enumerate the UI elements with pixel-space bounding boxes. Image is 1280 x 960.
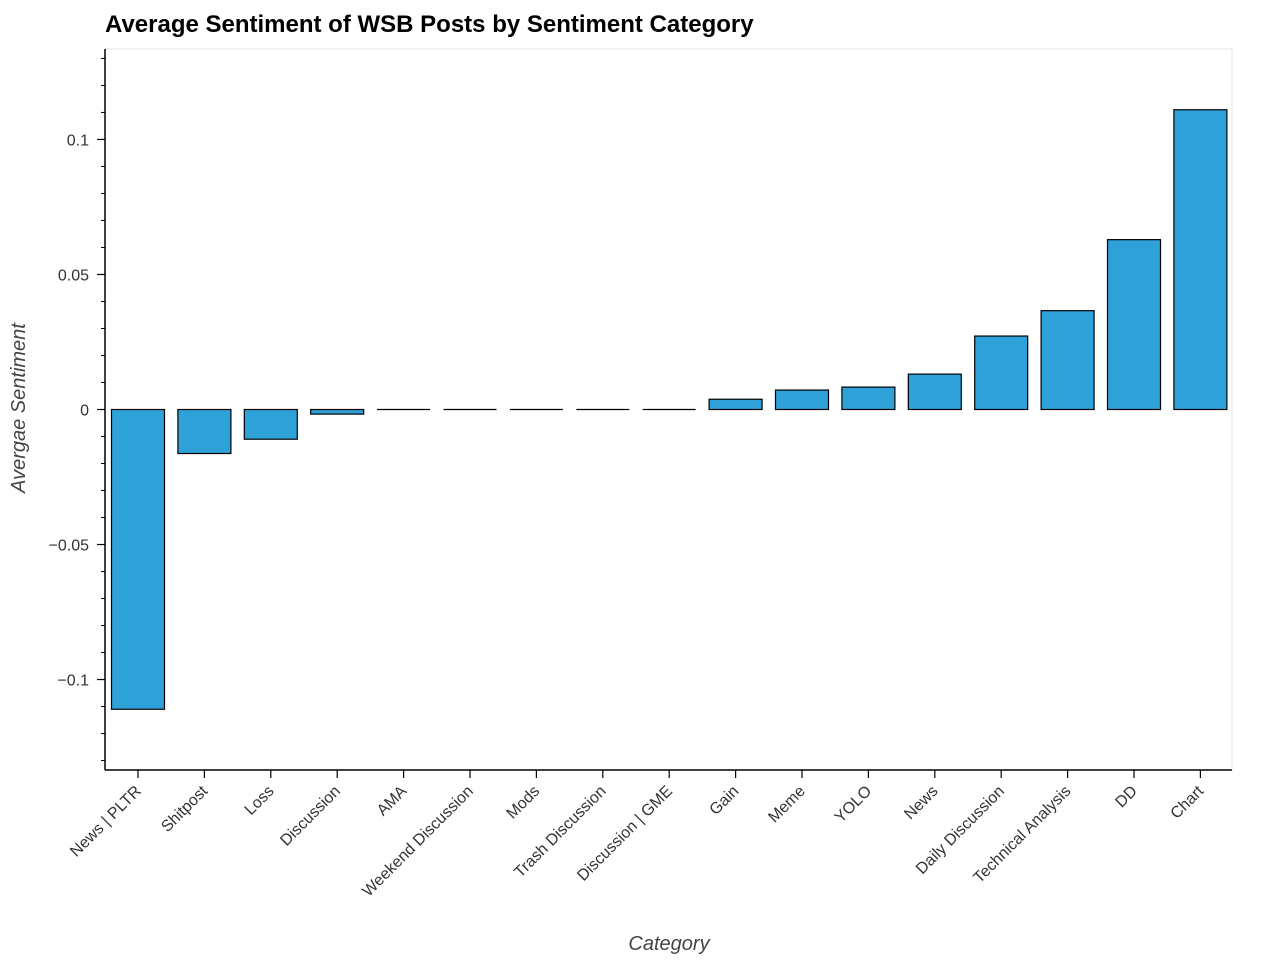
y-tick-label: 0.05 [58, 267, 89, 284]
bars-group [110, 109, 1228, 710]
x-axis: News | PLTR Shitpost Loss Discussion AMAWeek… [67, 769, 1232, 900]
x-tick-label: Loss [242, 783, 278, 819]
y-tick-label: 0 [80, 403, 89, 420]
x-tick-label: Meme [765, 783, 809, 827]
x-tick-label: Gain [707, 783, 743, 819]
y-tick-label: 0.1 [67, 132, 89, 149]
x-tick-label: Discussion [277, 783, 344, 850]
x-tick-label: DD [1112, 783, 1140, 811]
x-tick-label: News | PLTR [67, 783, 145, 861]
chart-title: Average Sentiment of WSB Posts by Sentim… [105, 11, 754, 38]
x-tick-label: Weekend Discussion [359, 783, 476, 900]
y-tick-label: −0.05 [49, 538, 90, 555]
bar [243, 408, 298, 440]
x-axis-title: Category [628, 933, 710, 955]
y-tick-label: −0.1 [57, 673, 89, 690]
bar [974, 335, 1029, 411]
x-tick-label: News [901, 783, 941, 823]
bar [177, 408, 232, 455]
x-tick-label: YOLO [832, 783, 875, 826]
bar [1173, 109, 1228, 411]
y-axis: −0.1 −0.05 0 0.05 0.1 [49, 49, 106, 770]
bar [774, 389, 830, 411]
y-axis-title: Avergae Sentiment [8, 322, 30, 494]
x-tick-label: Chart [1168, 782, 1208, 822]
bar [907, 373, 962, 411]
bar [310, 408, 365, 415]
bar [110, 408, 166, 710]
bar [1106, 239, 1162, 411]
x-tick-label: Mods [504, 783, 544, 823]
bar [1040, 310, 1095, 411]
bar [708, 398, 763, 411]
x-tick-label: AMA [374, 783, 411, 820]
x-tick-label: Shitpost [158, 782, 211, 835]
bar [841, 386, 896, 411]
